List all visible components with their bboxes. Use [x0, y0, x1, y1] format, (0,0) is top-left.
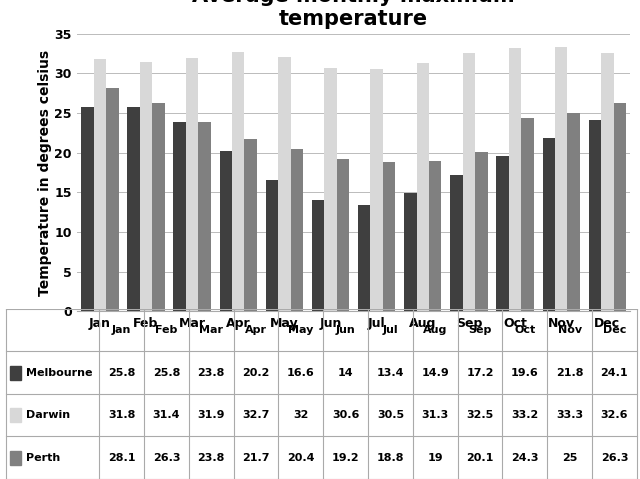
Text: 28.1: 28.1 [108, 453, 135, 463]
Text: 31.4: 31.4 [153, 410, 180, 420]
Text: Jan: Jan [112, 325, 131, 335]
Bar [522, 118, 534, 311]
Text: 32.5: 32.5 [467, 410, 493, 420]
Text: 19.2: 19.2 [332, 453, 360, 463]
Bar [324, 68, 337, 311]
Text: May: May [288, 325, 314, 335]
Text: 18.8: 18.8 [377, 453, 404, 463]
Text: 16.6: 16.6 [287, 368, 315, 378]
Text: 13.4: 13.4 [377, 368, 404, 378]
Bar [371, 69, 383, 311]
Bar [589, 120, 601, 311]
Bar [475, 152, 488, 311]
Bar [106, 88, 118, 311]
Text: 24.3: 24.3 [511, 453, 538, 463]
Bar [429, 160, 442, 311]
Text: Sep: Sep [468, 325, 492, 335]
Text: Oct: Oct [514, 325, 536, 335]
Bar [451, 175, 463, 311]
Text: 25.8: 25.8 [153, 368, 180, 378]
Text: 30.6: 30.6 [332, 410, 359, 420]
Text: 21.8: 21.8 [556, 368, 583, 378]
Text: 14: 14 [338, 368, 353, 378]
Bar [568, 113, 580, 311]
Bar [173, 123, 186, 311]
Bar [10, 409, 21, 422]
Bar [127, 106, 140, 311]
Text: Dec: Dec [603, 325, 626, 335]
Text: 25: 25 [562, 453, 577, 463]
Text: Nov: Nov [557, 325, 582, 335]
Bar [10, 366, 21, 379]
Text: Perth: Perth [26, 453, 60, 463]
Text: 14.9: 14.9 [421, 368, 449, 378]
Bar [601, 53, 614, 311]
Bar [555, 47, 568, 311]
Bar [358, 205, 371, 311]
Bar [337, 159, 349, 311]
Y-axis label: Temperature in degrees celsius: Temperature in degrees celsius [38, 49, 52, 296]
Bar [312, 200, 324, 311]
Text: 30.5: 30.5 [377, 410, 404, 420]
Bar [291, 149, 303, 311]
Bar [140, 62, 152, 311]
Bar [417, 63, 429, 311]
Bar [266, 180, 278, 311]
Bar [244, 139, 257, 311]
Bar [404, 193, 417, 311]
Text: 19.6: 19.6 [511, 368, 539, 378]
Text: 32.6: 32.6 [601, 410, 628, 420]
Text: 26.3: 26.3 [153, 453, 180, 463]
Text: 20.1: 20.1 [467, 453, 493, 463]
Bar [509, 48, 522, 311]
Bar [278, 57, 291, 311]
Text: Darwin: Darwin [26, 410, 70, 420]
Text: 33.2: 33.2 [511, 410, 538, 420]
Text: 20.4: 20.4 [287, 453, 314, 463]
Text: 31.9: 31.9 [198, 410, 225, 420]
Text: 26.3: 26.3 [601, 453, 628, 463]
Text: 17.2: 17.2 [467, 368, 493, 378]
Bar [10, 451, 21, 465]
Text: 23.8: 23.8 [198, 453, 225, 463]
Bar [497, 156, 509, 311]
Text: 31.8: 31.8 [108, 410, 135, 420]
Bar [383, 162, 396, 311]
Text: 25.8: 25.8 [108, 368, 135, 378]
Text: Aug: Aug [423, 325, 447, 335]
Text: 19: 19 [428, 453, 443, 463]
Bar [93, 59, 106, 311]
Bar [81, 106, 93, 311]
Text: 23.8: 23.8 [198, 368, 225, 378]
Text: 20.2: 20.2 [243, 368, 269, 378]
Bar [463, 53, 475, 311]
Text: 32.7: 32.7 [243, 410, 269, 420]
Text: 21.7: 21.7 [243, 453, 269, 463]
Bar [198, 123, 211, 311]
Bar [152, 103, 164, 311]
Text: 33.3: 33.3 [556, 410, 583, 420]
Text: Jun: Jun [336, 325, 355, 335]
Bar [543, 138, 555, 311]
Text: Melbourne: Melbourne [26, 368, 92, 378]
Text: Feb: Feb [156, 325, 177, 335]
Bar [220, 151, 232, 311]
Bar [232, 52, 244, 311]
Text: Apr: Apr [245, 325, 267, 335]
Bar [614, 103, 626, 311]
Text: 32: 32 [293, 410, 308, 420]
Text: 31.3: 31.3 [422, 410, 449, 420]
Text: Jul: Jul [383, 325, 398, 335]
Bar [186, 58, 198, 311]
Text: 24.1: 24.1 [600, 368, 628, 378]
Title: Average monthly maximum
temperature: Average monthly maximum temperature [192, 0, 515, 29]
Text: Mar: Mar [199, 325, 223, 335]
